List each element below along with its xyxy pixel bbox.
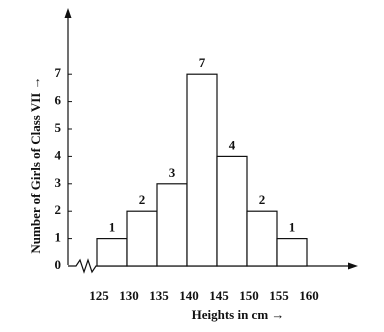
y-tick-label: 5: [55, 120, 62, 135]
y-tick-label: 3: [55, 175, 62, 190]
x-tick-label: 160: [299, 288, 319, 303]
data-label: 2: [139, 192, 146, 207]
x-axis-label: Heights in cm →: [192, 307, 285, 322]
y-tick-label: 6: [55, 93, 62, 108]
y-axis-label: Number of Girls of Class VII →: [28, 76, 43, 253]
data-label: 2: [259, 192, 266, 207]
x-tick-label: 140: [179, 288, 199, 303]
x-tick-label: 130: [119, 288, 139, 303]
x-tick-label: 155: [269, 288, 289, 303]
x-tick-label: 135: [149, 288, 169, 303]
bar: [186, 73, 218, 267]
y-tick-label: 0: [55, 257, 62, 272]
data-label: 3: [169, 165, 176, 180]
data-label: 1: [109, 220, 116, 235]
y-axis-arrow: [64, 8, 72, 18]
data-label: 7: [199, 55, 206, 70]
y-tick-label: 7: [55, 65, 62, 80]
y-tick-label: 1: [55, 230, 62, 245]
x-tick-label: 125: [89, 288, 109, 303]
y-tick-label: 4: [55, 147, 62, 162]
bar: [126, 210, 158, 267]
x-tick-label: 145: [209, 288, 229, 303]
y-tick-label: 2: [55, 202, 62, 217]
bar: [216, 155, 248, 267]
bar: [96, 238, 128, 267]
x-axis-arrow: [348, 262, 358, 270]
bar: [276, 238, 308, 267]
bar: [156, 183, 188, 267]
data-label: 4: [229, 137, 236, 152]
bar: [246, 210, 278, 267]
x-axis: [68, 258, 350, 274]
x-tick-label: 150: [239, 288, 259, 303]
data-label: 1: [289, 220, 296, 235]
